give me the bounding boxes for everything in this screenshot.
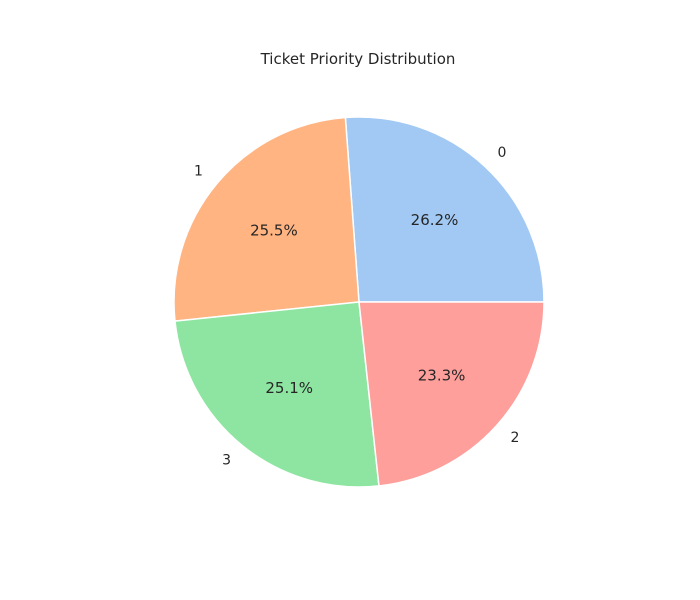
pie-labels: 0 26.2% 1 25.5% 3 25.1% 2 23.3% <box>194 145 519 468</box>
pie-slices <box>173 116 545 488</box>
slice-percent-3: 25.1% <box>265 379 313 397</box>
slice-label-0: 0 <box>498 145 507 161</box>
pie-slice-2 <box>358 301 545 487</box>
pie-slice-0 <box>344 116 545 303</box>
slice-label-1: 1 <box>194 163 203 179</box>
slice-percent-0: 26.2% <box>411 211 459 229</box>
slice-percent-1: 25.5% <box>250 221 298 239</box>
slice-label-3: 3 <box>222 452 231 468</box>
slice-percent-2: 23.3% <box>418 367 466 385</box>
pie-slice-3 <box>174 301 380 488</box>
chart-title: Ticket Priority Distribution <box>260 50 456 68</box>
slice-label-2: 2 <box>511 430 520 446</box>
pie-slice-1 <box>173 116 360 322</box>
